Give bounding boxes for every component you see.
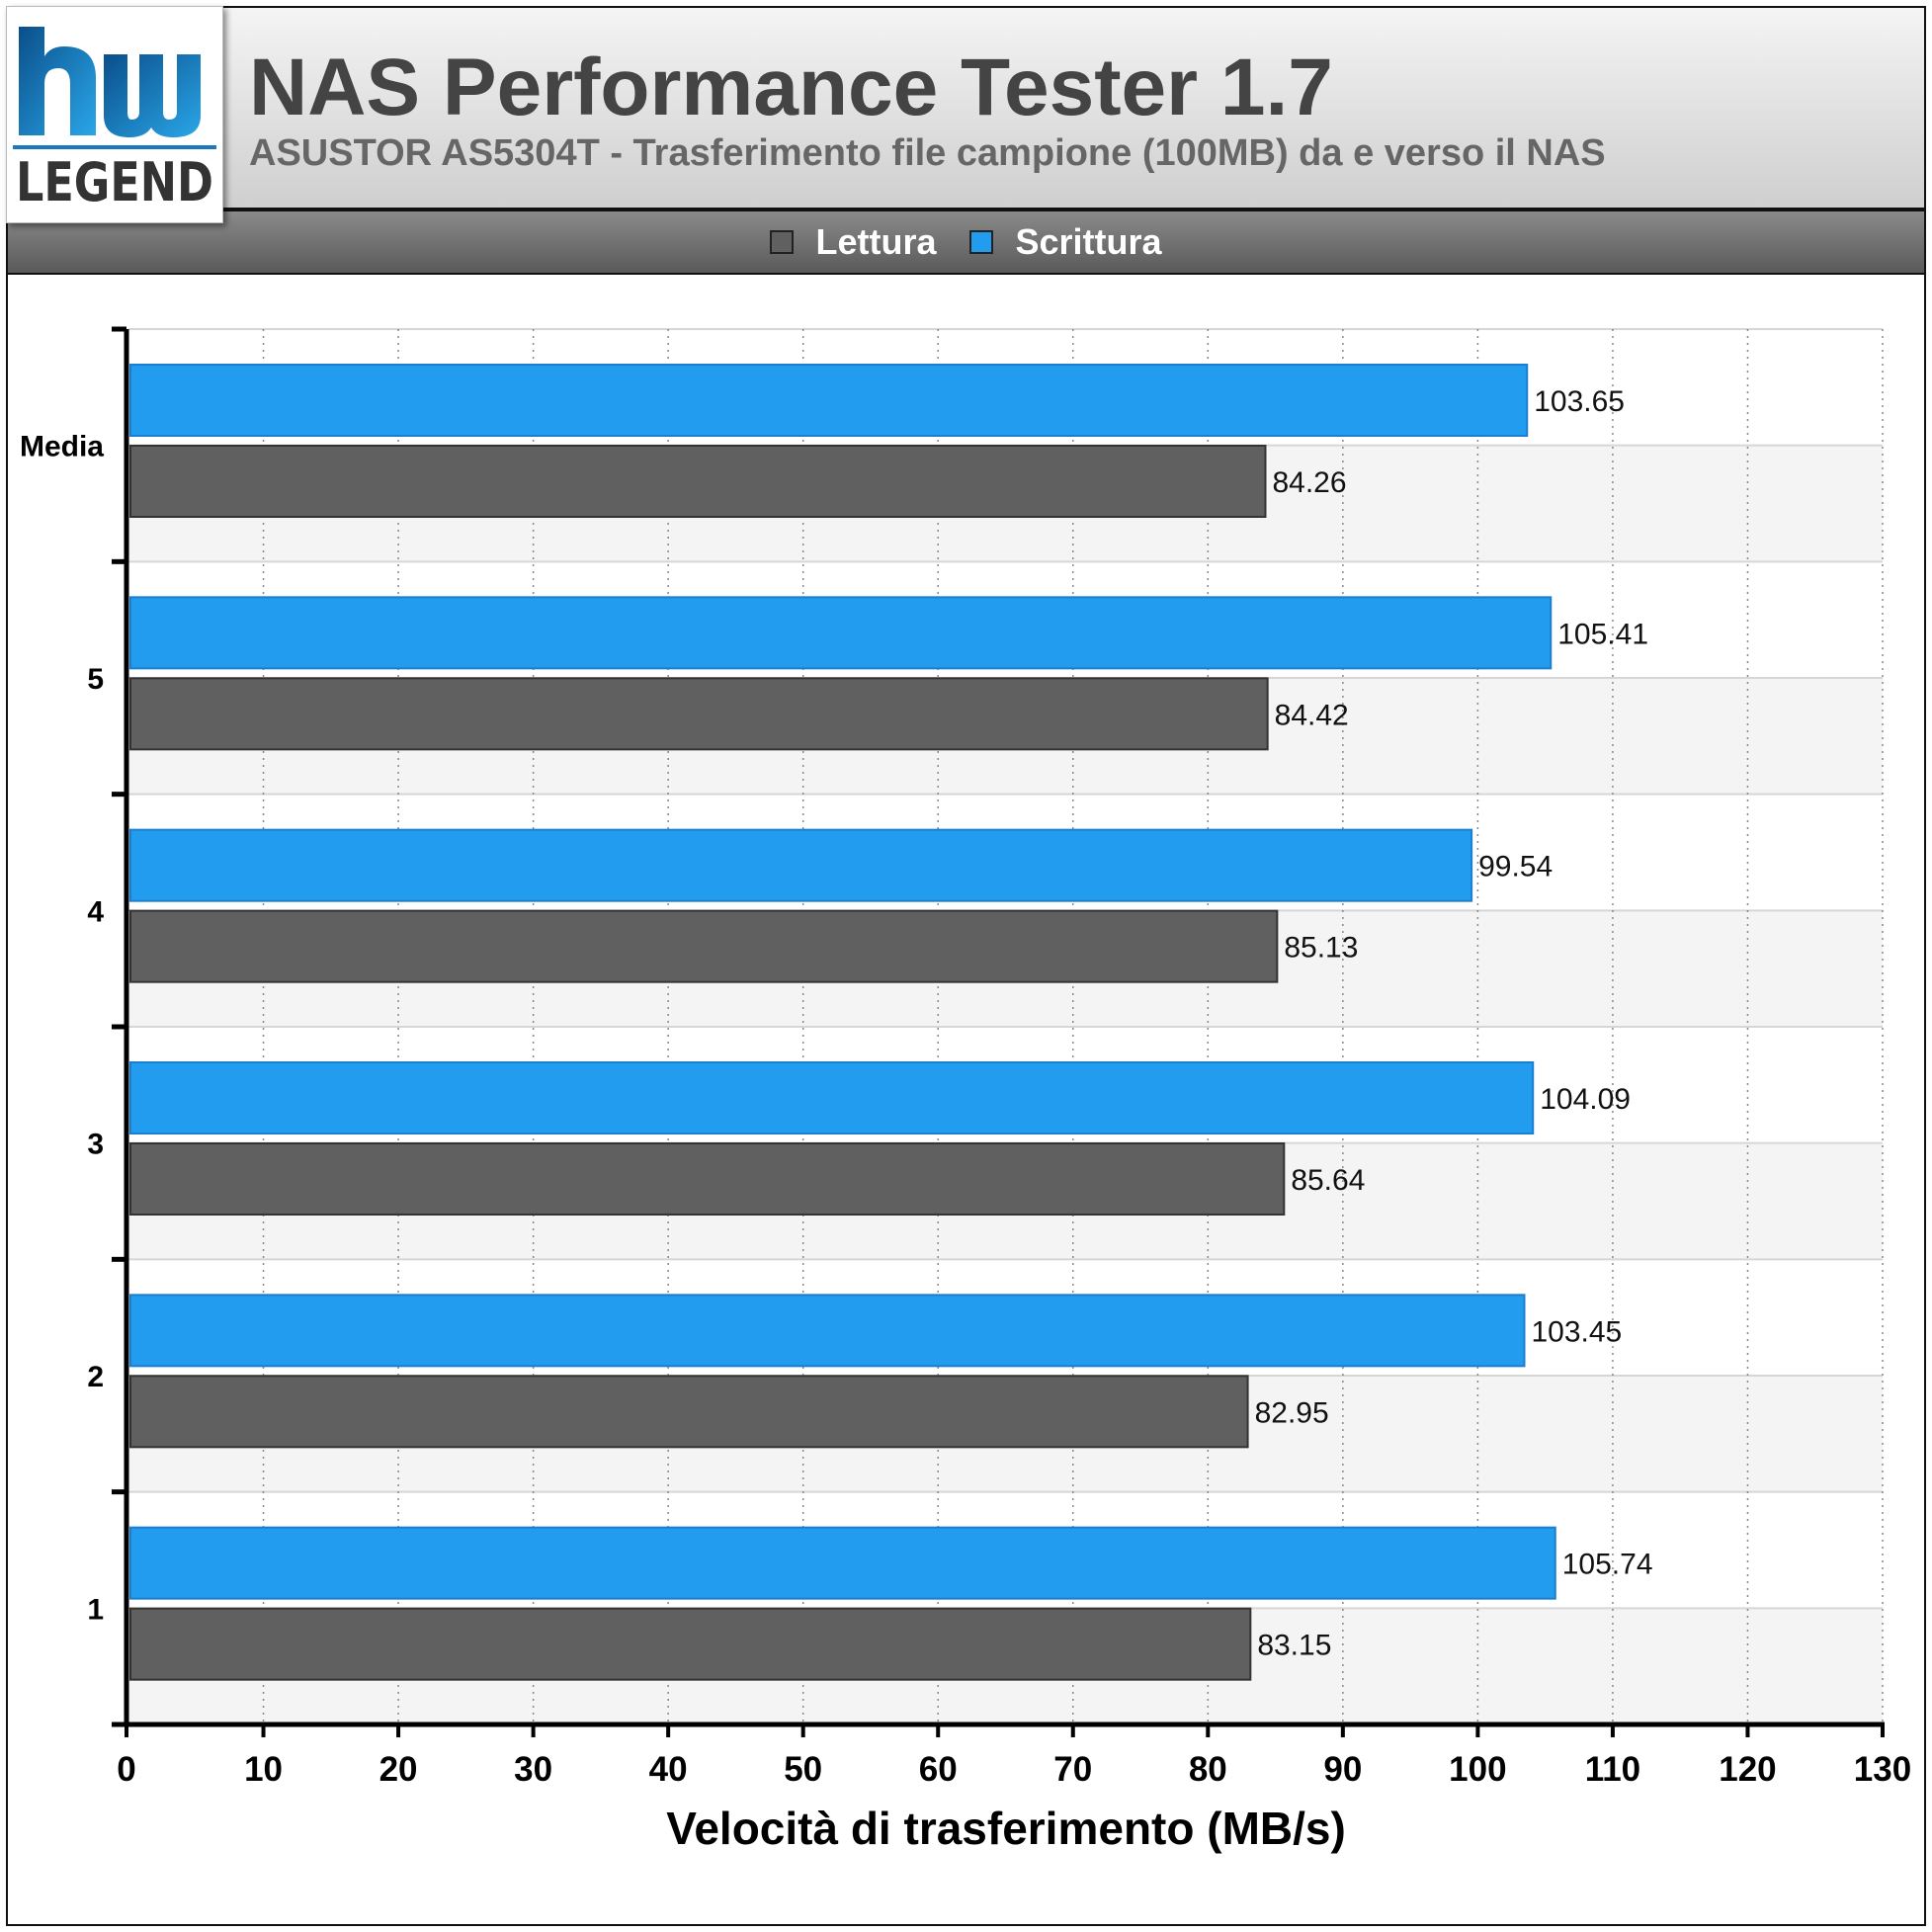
legend-label-scrittura: Scrittura bbox=[1015, 221, 1162, 262]
category-label: 1 bbox=[87, 1593, 104, 1626]
legend-item-lettura: Lettura bbox=[770, 221, 936, 263]
category-label: 3 bbox=[87, 1129, 104, 1161]
category-label: 5 bbox=[87, 663, 104, 696]
x-tick-label: 130 bbox=[1854, 1750, 1911, 1789]
data-label-lettura: 83.15 bbox=[1257, 1630, 1331, 1662]
x-tick-label: 80 bbox=[1189, 1750, 1227, 1789]
x-tick-label: 60 bbox=[919, 1750, 958, 1789]
x-tick-label: 50 bbox=[784, 1750, 822, 1789]
bar-scrittura bbox=[129, 1526, 1556, 1600]
bar-lettura bbox=[129, 677, 1269, 751]
data-label-lettura: 84.42 bbox=[1275, 699, 1349, 731]
chart-subtitle: ASUSTOR AS5304T - Trasferimento file cam… bbox=[249, 132, 1606, 174]
svg-text:LEGEND: LEGEND bbox=[16, 151, 213, 213]
legend-swatch-scrittura bbox=[969, 230, 994, 254]
chart-title: NAS Performance Tester 1.7 bbox=[249, 42, 1333, 132]
x-tick-label: 0 bbox=[117, 1750, 135, 1789]
bar-scrittura bbox=[129, 828, 1473, 902]
legend-item-scrittura: Scrittura bbox=[969, 221, 1162, 263]
data-label-lettura: 85.64 bbox=[1291, 1164, 1365, 1197]
legend-label-lettura: Lettura bbox=[815, 221, 937, 262]
x-tick-label: 10 bbox=[244, 1750, 283, 1789]
data-label-lettura: 84.26 bbox=[1272, 466, 1346, 499]
data-label-scrittura: 103.65 bbox=[1534, 385, 1625, 418]
x-tick-label: 120 bbox=[1719, 1750, 1776, 1789]
x-tick-label: 100 bbox=[1449, 1750, 1506, 1789]
legend-swatch-lettura bbox=[770, 230, 795, 254]
data-label-scrittura: 105.74 bbox=[1562, 1549, 1653, 1581]
data-label-lettura: 85.13 bbox=[1284, 932, 1358, 965]
x-tick-label: 20 bbox=[379, 1750, 418, 1789]
x-axis-title: Velocità di trasferimento (MB/s) bbox=[666, 1803, 1346, 1854]
category-label: 2 bbox=[87, 1361, 104, 1393]
data-label-scrittura: 99.54 bbox=[1478, 851, 1553, 883]
data-label-scrittura: 105.41 bbox=[1557, 618, 1648, 650]
data-label-scrittura: 103.45 bbox=[1531, 1315, 1622, 1348]
chart-header: NAS Performance Tester 1.7 ASUSTOR AS530… bbox=[6, 6, 1926, 210]
bar-scrittura bbox=[129, 1061, 1535, 1134]
bar-lettura bbox=[129, 1607, 1252, 1681]
data-label-scrittura: 104.09 bbox=[1540, 1083, 1631, 1116]
category-label: Media bbox=[20, 431, 104, 463]
data-label-lettura: 82.95 bbox=[1255, 1396, 1329, 1429]
hwlegend-logo-graphic: LEGEND bbox=[13, 27, 216, 213]
bar-lettura bbox=[129, 909, 1279, 983]
x-tick-label: 40 bbox=[649, 1750, 688, 1789]
bar-scrittura bbox=[129, 364, 1529, 437]
x-tick-label: 110 bbox=[1585, 1750, 1640, 1789]
bar-lettura bbox=[129, 445, 1267, 518]
bar-lettura bbox=[129, 1375, 1249, 1449]
bar-lettura bbox=[129, 1142, 1286, 1216]
x-tick-label: 70 bbox=[1053, 1750, 1092, 1789]
bar-scrittura bbox=[129, 1294, 1526, 1368]
category-label: 4 bbox=[87, 895, 104, 928]
bar-scrittura bbox=[129, 596, 1553, 670]
legend: Lettura Scrittura bbox=[6, 210, 1926, 275]
hwlegend-logo: LEGEND bbox=[6, 6, 223, 223]
x-tick-label: 30 bbox=[514, 1750, 552, 1789]
x-tick-label: 90 bbox=[1323, 1750, 1362, 1789]
